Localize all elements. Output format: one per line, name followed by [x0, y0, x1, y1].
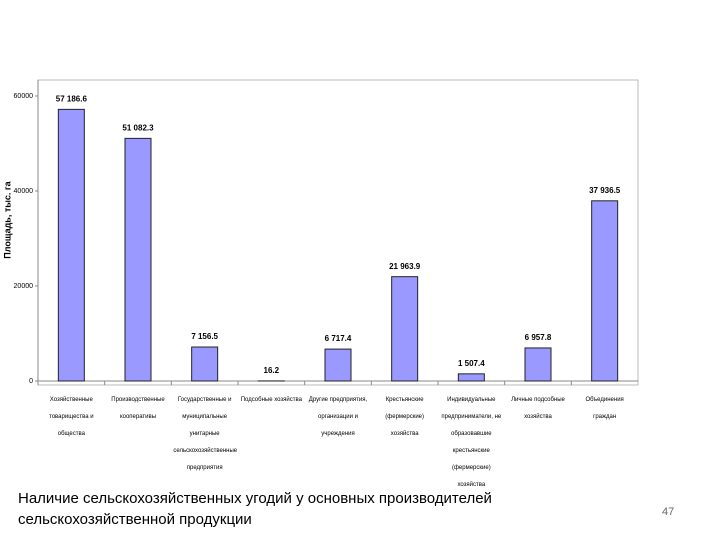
y-tick-label: 20000	[14, 283, 34, 290]
value-label: 37 936.5	[589, 186, 621, 195]
x-tick-label: Государственные и муниципальные унитарны…	[173, 397, 238, 471]
value-label: 21 963.9	[389, 262, 421, 271]
bar	[324, 348, 352, 382]
x-tick-label: Крестьянские (фермерские) хозяйства	[385, 397, 425, 437]
y-axis-label: Площадь, тыс. га	[2, 180, 12, 258]
x-tick-label: Личные подсобные хозяйства	[511, 397, 565, 420]
value-label: 1 507.4	[458, 359, 485, 368]
bar	[57, 108, 85, 382]
x-tick-label: Другие предприятия, организации и учрежд…	[308, 397, 368, 437]
value-label: 6 957.8	[525, 333, 552, 342]
x-tick-label: Подсобные хозяйства	[240, 397, 302, 403]
caption: Наличие сельскохозяйственных угодий у ос…	[18, 490, 492, 528]
x-tick-label: Индивидуальные предприниматели, не образ…	[441, 397, 502, 488]
value-label: 51 082.3	[122, 123, 154, 132]
chart: Площадь, тыс. га 0 20000 40000 60000 57 186.…	[2, 79, 639, 386]
x-tick-label: Производственные кооперативы	[111, 397, 165, 420]
x-tick-label: Хозяйственные товарищества и общества	[49, 397, 94, 437]
value-label: 6 717.4	[325, 334, 352, 343]
value-label: 57 186.6	[56, 94, 88, 103]
y-tick-label: 60000	[14, 93, 34, 100]
y-tick-label: 0	[29, 378, 33, 385]
bar	[391, 276, 419, 382]
bar	[457, 373, 485, 382]
bar	[124, 137, 152, 382]
bar	[591, 200, 619, 382]
y-tick-label: 40000	[14, 188, 34, 195]
value-label: 16.2	[264, 366, 280, 375]
bar	[524, 347, 552, 382]
bar	[191, 346, 219, 382]
page-number: 47	[662, 506, 675, 518]
x-tick-label: Объединения граждан	[585, 397, 624, 420]
value-label: 7 156.5	[191, 332, 218, 341]
